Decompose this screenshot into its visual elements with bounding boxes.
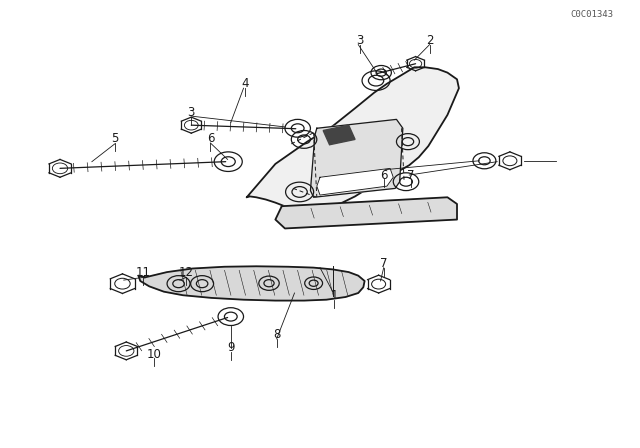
- Text: 10: 10: [147, 348, 162, 361]
- Text: 6: 6: [380, 168, 387, 181]
- Polygon shape: [310, 119, 403, 197]
- Text: 8: 8: [273, 328, 280, 341]
- Text: C0C01343: C0C01343: [570, 10, 613, 19]
- Text: 3: 3: [188, 106, 195, 119]
- Text: 5: 5: [111, 132, 118, 145]
- Polygon shape: [138, 266, 365, 301]
- Text: 1: 1: [330, 289, 338, 302]
- Text: 3: 3: [356, 34, 363, 47]
- Text: 11: 11: [135, 267, 150, 280]
- Text: 7: 7: [380, 257, 387, 270]
- Polygon shape: [323, 125, 355, 145]
- Text: 9: 9: [227, 341, 234, 354]
- Text: 7: 7: [408, 168, 415, 181]
- Text: 4: 4: [241, 77, 248, 90]
- Polygon shape: [246, 67, 459, 210]
- Text: 6: 6: [207, 132, 214, 145]
- Polygon shape: [317, 168, 394, 195]
- Polygon shape: [275, 197, 457, 228]
- Text: 2: 2: [426, 34, 433, 47]
- Text: 12: 12: [179, 267, 194, 280]
